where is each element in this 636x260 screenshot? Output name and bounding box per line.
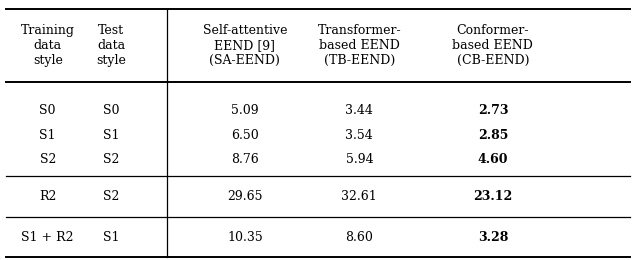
Text: Conformer-
based EEND
(CB-EEND): Conformer- based EEND (CB-EEND) bbox=[452, 24, 534, 67]
Text: S0: S0 bbox=[103, 104, 120, 117]
Text: S0: S0 bbox=[39, 104, 56, 117]
Text: 29.65: 29.65 bbox=[227, 190, 263, 203]
Text: 3.44: 3.44 bbox=[345, 104, 373, 117]
Text: 5.94: 5.94 bbox=[345, 153, 373, 166]
Text: S2: S2 bbox=[39, 153, 56, 166]
Text: R2: R2 bbox=[39, 190, 57, 203]
Text: S1: S1 bbox=[39, 129, 56, 142]
Text: 10.35: 10.35 bbox=[227, 231, 263, 244]
Text: S1 + R2: S1 + R2 bbox=[22, 231, 74, 244]
Text: 5.09: 5.09 bbox=[231, 104, 259, 117]
Text: Training
data
style: Training data style bbox=[21, 24, 74, 67]
Text: Self-attentive
EEND [9]
(SA-EEND): Self-attentive EEND [9] (SA-EEND) bbox=[203, 24, 287, 67]
Text: Transformer-
based EEND
(TB-EEND): Transformer- based EEND (TB-EEND) bbox=[317, 24, 401, 67]
Text: S1: S1 bbox=[103, 129, 120, 142]
Text: S2: S2 bbox=[103, 153, 120, 166]
Text: S1: S1 bbox=[103, 231, 120, 244]
Text: 23.12: 23.12 bbox=[473, 190, 513, 203]
Text: Test
data
style: Test data style bbox=[97, 24, 126, 67]
Text: 2.85: 2.85 bbox=[478, 129, 508, 142]
Text: 32.61: 32.61 bbox=[342, 190, 377, 203]
Text: 2.73: 2.73 bbox=[478, 104, 508, 117]
Text: 3.28: 3.28 bbox=[478, 231, 508, 244]
Text: 8.60: 8.60 bbox=[345, 231, 373, 244]
Text: 3.54: 3.54 bbox=[345, 129, 373, 142]
Text: 6.50: 6.50 bbox=[231, 129, 259, 142]
Text: 8.76: 8.76 bbox=[231, 153, 259, 166]
Text: S2: S2 bbox=[103, 190, 120, 203]
Text: 4.60: 4.60 bbox=[478, 153, 508, 166]
